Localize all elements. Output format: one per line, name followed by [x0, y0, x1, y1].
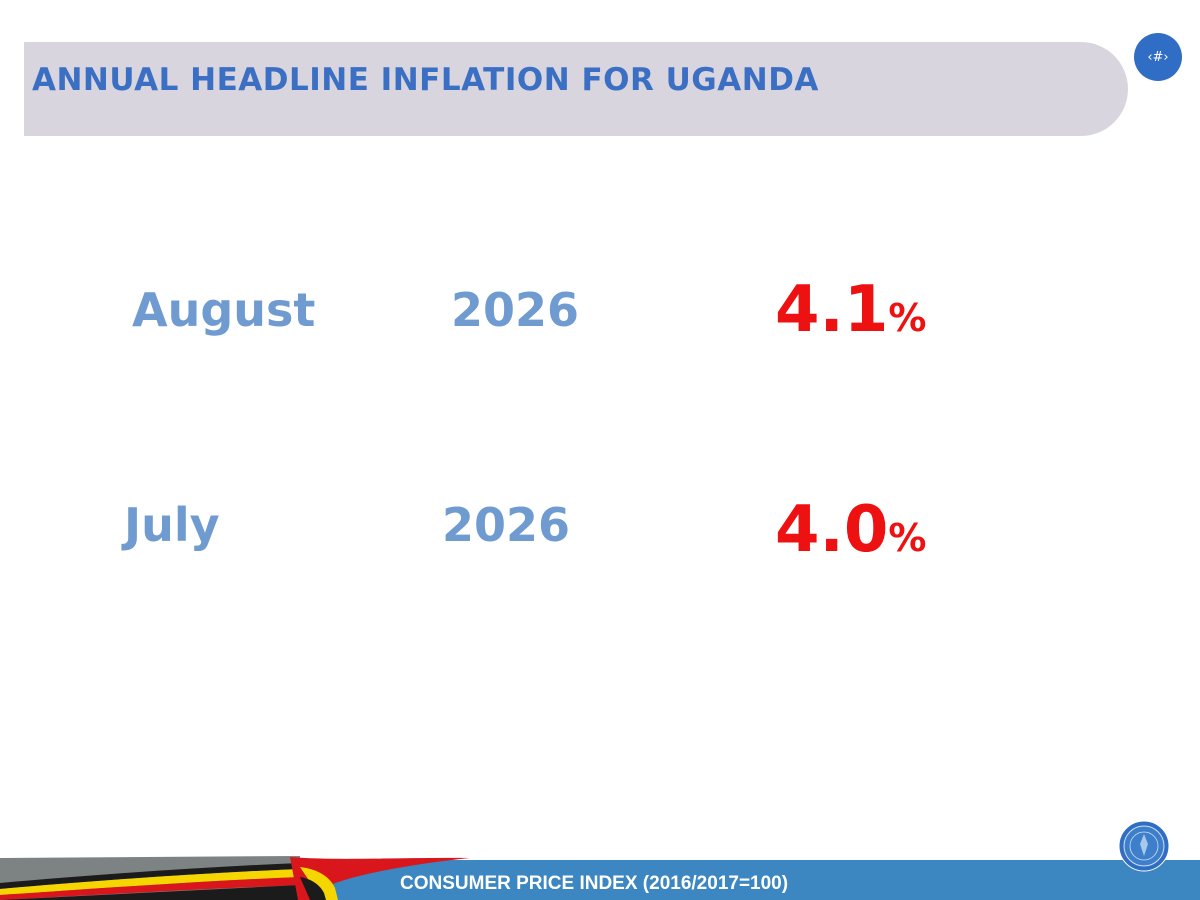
rate-august: 4.1%: [775, 273, 926, 347]
rate-unit: %: [888, 516, 927, 560]
month-label-july: July: [124, 498, 220, 552]
month-label-august: August: [132, 283, 316, 337]
title-banner: ANNUAL HEADLINE INFLATION FOR UGANDA: [24, 42, 1128, 136]
rate-value: 4.1: [775, 273, 889, 347]
page-number-badge: ‹#›: [1134, 33, 1182, 81]
rate-value: 4.0: [775, 493, 889, 567]
year-label-july: 2026: [442, 498, 571, 552]
year-label-august: 2026: [451, 283, 580, 337]
page-title: ANNUAL HEADLINE INFLATION FOR UGANDA: [32, 62, 819, 98]
rate-july: 4.0%: [775, 493, 926, 567]
ubos-emblem-icon: [1118, 820, 1170, 872]
uganda-flag-ribbon-icon: [0, 856, 470, 900]
footer-caption: CONSUMER PRICE INDEX (2016/2017=100): [400, 873, 789, 894]
rate-unit: %: [888, 296, 927, 340]
